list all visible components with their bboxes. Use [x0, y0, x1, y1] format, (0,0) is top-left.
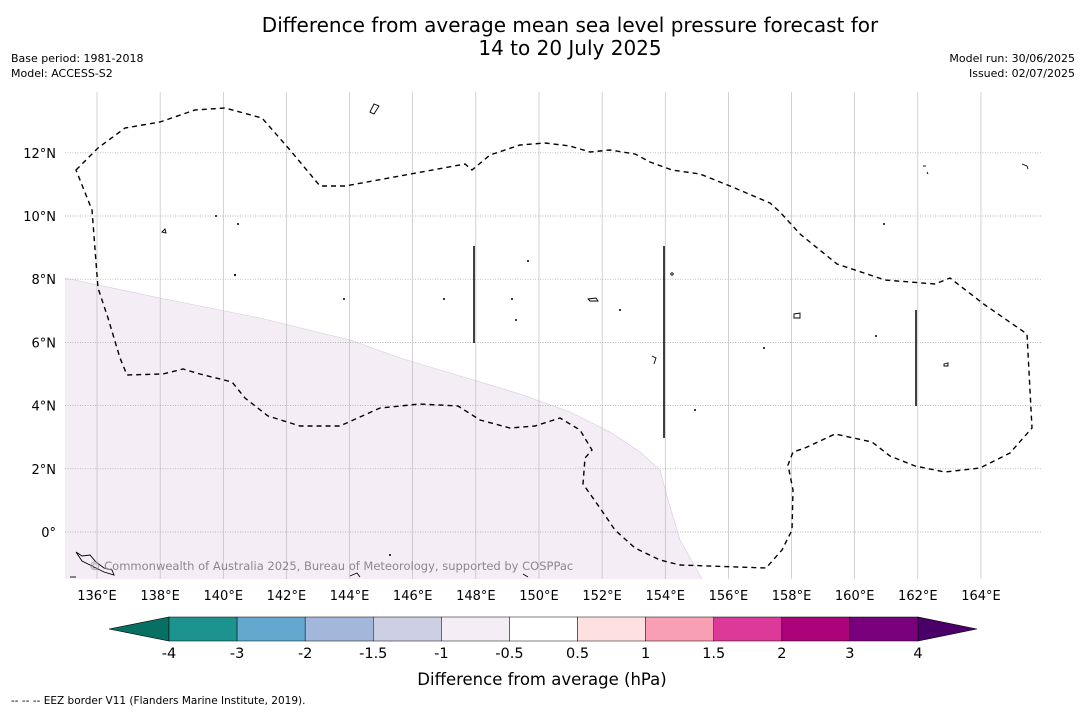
colorbar-tick-label: -2 — [298, 646, 312, 662]
colorbar-segment — [441, 616, 510, 642]
lon-tick-label: 158°E — [772, 589, 812, 604]
colorbar-extend-low — [108, 616, 170, 642]
anomaly-region-edge — [64, 277, 703, 580]
title-line-1: Difference from average mean sea level p… — [261, 13, 879, 37]
lon-tick-label: 156°E — [709, 589, 749, 604]
anomaly-region — [65, 278, 702, 579]
colorbar-segment — [236, 616, 306, 642]
model-run: Model run: 30/06/2025 — [949, 52, 1075, 65]
lon-tick-label: 152°E — [582, 589, 622, 604]
colorbar-segment — [645, 616, 714, 642]
colorbar-title: Difference from average (hPa) — [417, 670, 666, 689]
map-title: Difference from average mean sea level p… — [0, 14, 1085, 60]
latitude-tick-labels: 12°N 10°N 8°N 6°N 4°N 2°N 0° — [23, 147, 56, 541]
lat-tick-label: 0° — [41, 526, 56, 541]
lat-tick-label: 2°N — [32, 463, 57, 478]
colorbar-segment — [304, 616, 374, 642]
lat-tick-label: 10°N — [23, 210, 56, 225]
lon-tick-label: 142°E — [267, 589, 307, 604]
colorbar-tick-label: -3 — [230, 646, 244, 662]
lon-tick-label: 150°E — [519, 589, 559, 604]
colorbar-segment — [577, 616, 646, 642]
colorbar-segment — [373, 616, 442, 642]
lon-tick-label: 138°E — [140, 589, 180, 604]
map-panel: © Commonwealth of Australia 2025, Bureau… — [64, 92, 1042, 580]
issued-date: Issued: 02/07/2025 — [968, 67, 1075, 80]
lat-tick-label: 6°N — [32, 336, 57, 351]
colorbar-segment — [849, 616, 919, 642]
colorbar: -4 -3 -2 -1.5 -1 -0.5 0.5 1 1.5 2 3 4 — [108, 616, 978, 662]
colorbar-segment — [168, 616, 238, 642]
longitude-tick-labels: 136°E 138°E 140°E 142°E 144°E 146°E 148°E 150°E… — [77, 589, 1000, 604]
meta-left: Base period: 1981-2018 Model: ACCESS-S2 — [11, 51, 143, 81]
colorbar-tick-label: 0.5 — [566, 646, 589, 662]
title-line-2: 14 to 20 July 2025 — [478, 36, 662, 60]
eez-border — [75, 107, 1033, 569]
colorbar-tick-label: -1.5 — [359, 646, 387, 662]
meta-right: Model run: 30/06/2025 Issued: 02/07/2025 — [949, 51, 1075, 81]
base-period: Base period: 1981-2018 — [11, 52, 144, 65]
eez-footnote: -- -- -- EEZ border V11 (Flanders Marine… — [11, 695, 306, 707]
lon-tick-label: 144°E — [330, 589, 370, 604]
lat-tick-label: 4°N — [32, 400, 57, 415]
colorbar-tick-label: -1 — [434, 646, 448, 662]
colorbar-segment — [509, 616, 578, 642]
lon-tick-label: 148°E — [456, 589, 496, 604]
lat-tick-label: 12°N — [23, 147, 56, 162]
colorbar-tick-label: 1.5 — [702, 646, 725, 662]
colorbar-segment — [781, 616, 851, 642]
lon-tick-label: 160°E — [835, 589, 875, 604]
lat-tick-label: 8°N — [32, 273, 57, 288]
colorbar-tick-label: 2 — [777, 646, 786, 662]
colorbar-tick-label: 3 — [845, 646, 854, 662]
lon-tick-label: 146°E — [393, 589, 433, 604]
copyright-notice: © Commonwealth of Australia 2025, Bureau… — [89, 559, 573, 573]
model-name: Model: ACCESS-S2 — [11, 67, 113, 80]
lon-tick-label: 162°E — [898, 589, 938, 604]
lon-tick-label: 136°E — [77, 589, 117, 604]
colorbar-tick-label: 1 — [641, 646, 650, 662]
colorbar-extend-high — [917, 616, 978, 642]
colorbar-tick-label: 4 — [913, 646, 922, 662]
lon-tick-label: 154°E — [645, 589, 685, 604]
lon-tick-label: 164°E — [961, 589, 1001, 604]
grid-latitude-lines — [65, 152, 1042, 533]
colorbar-tick-label: -0.5 — [495, 646, 523, 662]
grid-longitude-lines — [96, 92, 982, 579]
colorbar-tick-label: -4 — [162, 646, 176, 662]
lon-tick-label: 140°E — [204, 589, 244, 604]
colorbar-segment — [713, 616, 783, 642]
islands — [70, 103, 1029, 578]
